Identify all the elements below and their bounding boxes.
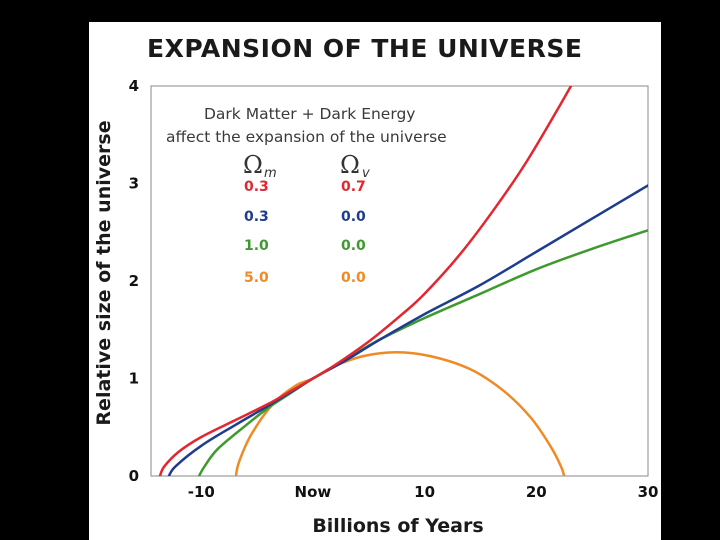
omega-v-symbol: Ω (340, 151, 360, 179)
legend-header-omega-v: Ω v (340, 151, 370, 181)
legend: 0.3 0.7 0.3 0.0 1.0 0.0 5.0 0.0 (244, 179, 366, 286)
series-line-3 (197, 229, 648, 476)
annotation-line-1: Dark Matter + Dark Energy (204, 105, 415, 123)
y-tick-label: 4 (129, 77, 139, 95)
annotation-line-2: affect the expansion of the universe (166, 128, 447, 146)
legend-omega-v-value: 0.0 (341, 209, 366, 225)
y-tick-label: 0 (129, 467, 139, 485)
chart-panel (89, 22, 661, 540)
legend-omega-v-value: 0.0 (341, 270, 366, 286)
omega-m-subscript: m (264, 166, 277, 181)
series-line-4 (234, 350, 566, 476)
series-line-1 (158, 86, 573, 476)
x-tick-label: Now (295, 483, 332, 501)
x-tick-label: -10 (188, 483, 215, 501)
y-tick-label: 3 (129, 175, 139, 193)
legend-omega-m-value: 5.0 (244, 270, 269, 286)
omega-v-subscript: v (362, 166, 370, 181)
y-tick-label: 2 (129, 272, 139, 290)
legend-omega-v-value: 0.0 (341, 238, 366, 254)
series-line-2 (167, 184, 648, 476)
legend-header-omega-m: Ω m (243, 151, 277, 181)
x-tick-labels: -10 Now 10 20 30 (188, 483, 659, 501)
legend-omega-m-value: 1.0 (244, 238, 269, 254)
x-tick-label: 20 (526, 483, 547, 501)
plot-frame (150, 85, 649, 477)
legend-omega-v-value: 0.7 (341, 179, 366, 195)
curves (158, 86, 648, 476)
x-axis-label: Billions of Years (312, 515, 483, 537)
y-axis-label: Relative size of the universe (93, 120, 115, 425)
legend-omega-m-value: 0.3 (244, 209, 269, 225)
omega-m-symbol: Ω (243, 151, 263, 179)
y-tick-label: 1 (129, 370, 139, 388)
x-tick-label: 30 (638, 483, 659, 501)
y-tick-labels: 0 1 2 3 4 (129, 77, 139, 485)
chart-title: EXPANSION OF THE UNIVERSE (147, 34, 582, 63)
x-tick-label: 10 (414, 483, 435, 501)
legend-omega-m-value: 0.3 (244, 179, 269, 195)
